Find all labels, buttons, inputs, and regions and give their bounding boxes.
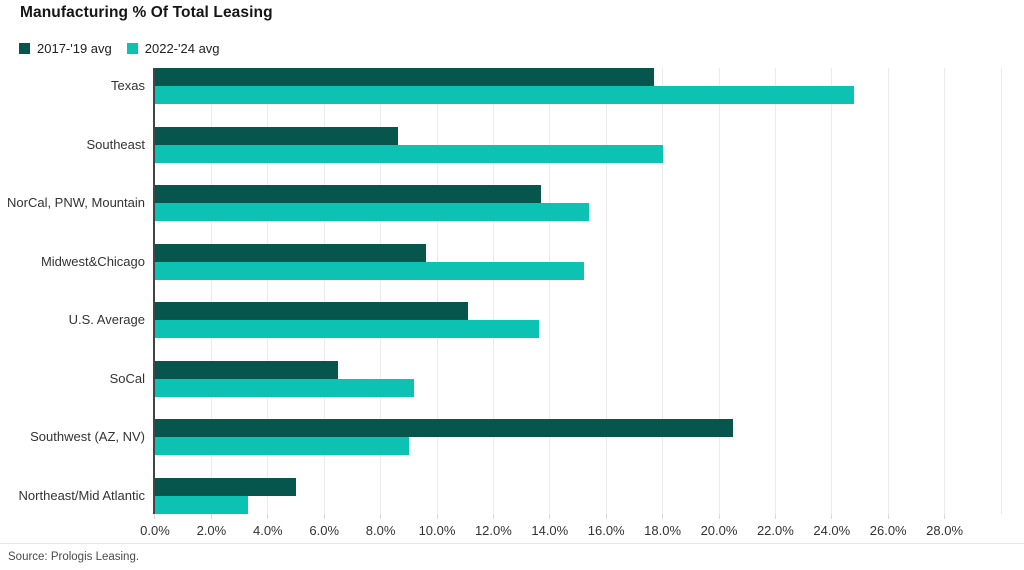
legend-label-2017-19: 2017-'19 avg xyxy=(37,41,112,56)
gridline-16pct xyxy=(605,68,607,514)
gridline-30pct xyxy=(1000,68,1002,514)
gridline-22pct xyxy=(774,68,776,514)
legend-swatch-2022-24-icon xyxy=(126,43,138,54)
x-tick-label-12pct: 12.0% xyxy=(474,523,512,538)
x-tick-label-2pct: 2.0% xyxy=(196,523,227,538)
gridline-8pct xyxy=(380,68,382,514)
legend-item-2022-24: 2022-'24 avg xyxy=(126,41,220,56)
gridline-10pct xyxy=(436,68,438,514)
x-tick-mark-24pct xyxy=(831,514,833,519)
bar-series0-3 xyxy=(155,243,426,262)
legend-swatch-2017-19-icon xyxy=(19,43,30,54)
chart-legend: 2017-'19 avg 2022-'24 avg xyxy=(19,41,220,56)
x-tick-label-8pct: 8.0% xyxy=(365,523,396,538)
category-label: SoCal xyxy=(109,370,145,386)
bar-series0-5 xyxy=(155,360,339,379)
x-tick-mark-26pct xyxy=(887,514,889,519)
bar-chart: Manufacturing % Of Total Leasing 2017-'1… xyxy=(7,4,1002,538)
category-label: NorCal, PNW, Mountain xyxy=(7,195,145,211)
x-tick-label-4pct: 4.0% xyxy=(252,523,283,538)
plot-area: 0.0% 2.0% 4.0% 6.0% 8.0% 10.0% 12.0% 14.0% 16.0%… xyxy=(7,68,1002,538)
x-tick-label-18pct: 18.0% xyxy=(644,523,682,538)
bar-series0-0 xyxy=(155,68,655,86)
x-tick-label-16pct: 16.0% xyxy=(587,523,625,538)
gridline-6pct xyxy=(323,68,325,514)
category-label: Southeast xyxy=(86,136,145,152)
x-tick-mark-0pct xyxy=(154,514,155,519)
x-tick-mark-12pct xyxy=(492,514,494,519)
x-tick-label-24pct: 24.0% xyxy=(813,523,851,538)
bar-series1-7 xyxy=(155,496,249,514)
bar-series1-2 xyxy=(155,203,590,222)
x-tick-label-20pct: 20.0% xyxy=(700,523,738,538)
x-tick-label-26pct: 26.0% xyxy=(869,523,907,538)
legend-label-2022-24: 2022-'24 avg xyxy=(144,41,220,56)
footer-divider xyxy=(0,543,1024,544)
gridline-14pct xyxy=(549,68,551,514)
x-tick-mark-28pct xyxy=(944,514,946,519)
category-label: Southwest (AZ, NV) xyxy=(30,429,145,445)
category-label: U.S. Average xyxy=(68,312,145,328)
x-tick-mark-18pct xyxy=(662,514,664,519)
x-tick-mark-8pct xyxy=(380,514,382,519)
gridline-28pct xyxy=(944,68,946,514)
bar-series0-7 xyxy=(155,478,296,496)
gridline-18pct xyxy=(662,68,664,514)
gridline-12pct xyxy=(492,68,494,514)
gridline-4pct xyxy=(267,68,269,514)
bar-series1-6 xyxy=(155,437,409,456)
x-tick-label-10pct: 10.0% xyxy=(418,523,456,538)
x-tick-mark-10pct xyxy=(436,514,438,519)
gridline-24pct xyxy=(831,68,833,514)
gridline-20pct xyxy=(718,68,720,514)
bar-series1-3 xyxy=(155,261,584,280)
x-tick-mark-2pct xyxy=(210,514,212,519)
bar-series0-2 xyxy=(155,185,542,204)
gridline-26pct xyxy=(887,68,889,514)
category-label: Midwest&Chicago xyxy=(40,253,145,269)
x-tick-mark-20pct xyxy=(718,514,720,519)
bar-series1-0 xyxy=(155,86,855,104)
chart-title: Manufacturing % Of Total Leasing xyxy=(20,4,273,21)
gridline-2pct xyxy=(210,68,212,514)
bar-series1-1 xyxy=(155,144,663,163)
x-tick-label-0pct: 0.0% xyxy=(140,523,170,538)
x-tick-label-22pct: 22.0% xyxy=(756,523,794,538)
bar-series1-4 xyxy=(155,320,539,339)
bar-series0-6 xyxy=(155,419,734,438)
source-note: Source: Prologis Leasing. xyxy=(8,551,140,563)
x-tick-mark-6pct xyxy=(323,514,325,519)
bar-series1-5 xyxy=(155,378,415,397)
category-label: Texas xyxy=(111,78,145,93)
bar-series0-1 xyxy=(155,126,398,145)
x-tick-mark-16pct xyxy=(605,514,607,519)
category-label: Northeast/Mid Atlantic xyxy=(18,488,145,503)
bar-series0-4 xyxy=(155,302,469,321)
x-tick-label-28pct: 28.0% xyxy=(926,523,964,538)
x-tick-label-6pct: 6.0% xyxy=(309,523,340,538)
legend-item-2017-19: 2017-'19 avg xyxy=(19,41,112,56)
x-tick-mark-4pct xyxy=(267,514,269,519)
x-tick-mark-22pct xyxy=(774,514,776,519)
x-tick-label-14pct: 14.0% xyxy=(531,523,569,538)
x-tick-mark-14pct xyxy=(549,514,551,519)
